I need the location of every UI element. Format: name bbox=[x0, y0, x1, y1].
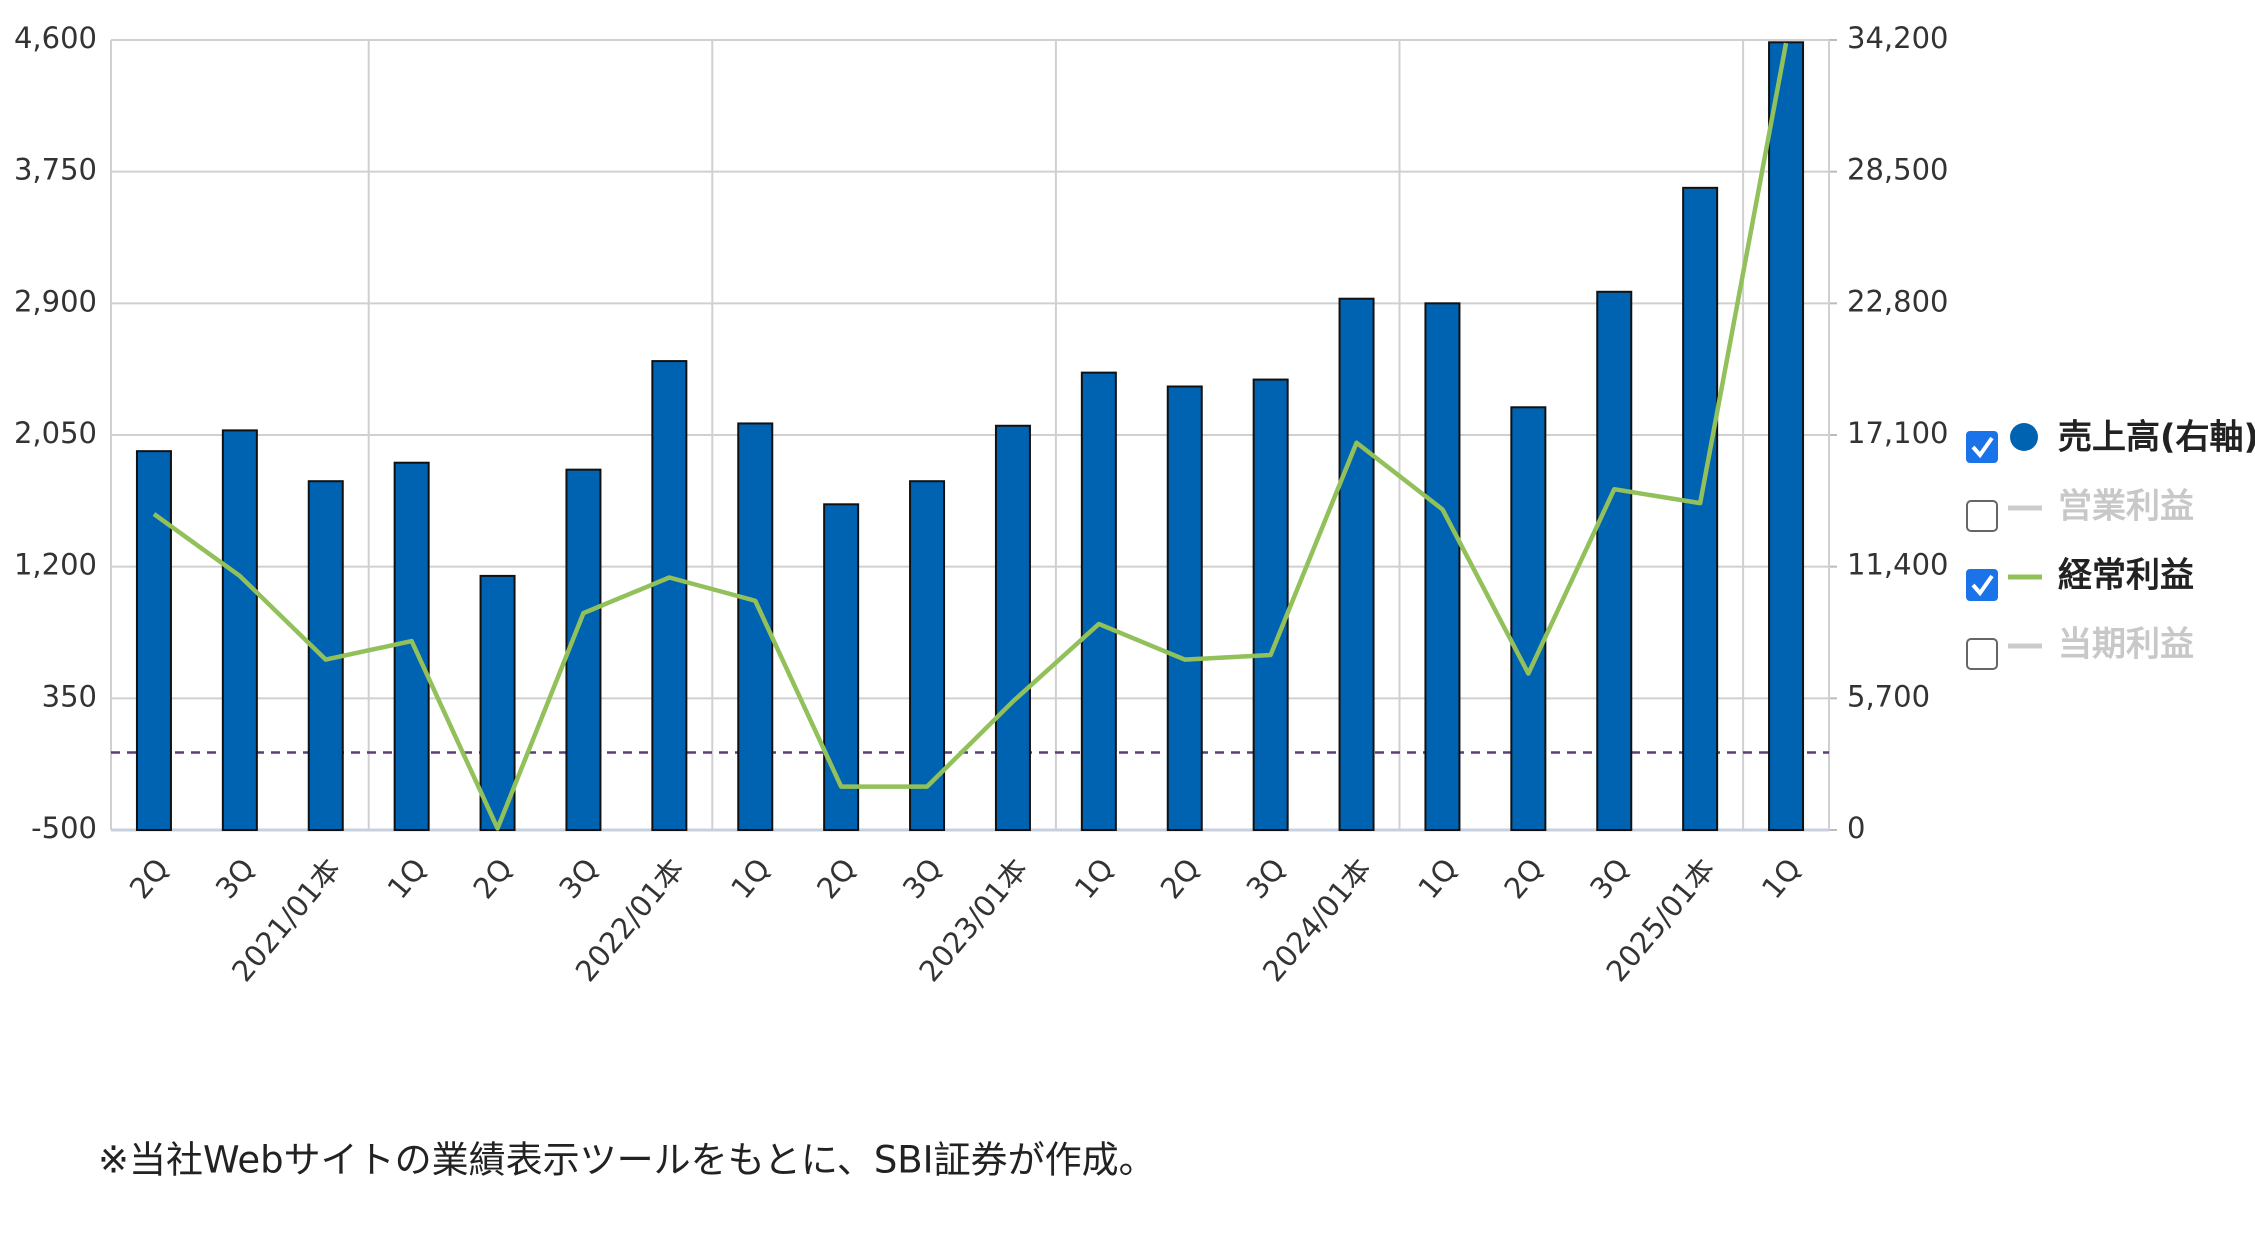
x-tick-label: 1Q bbox=[724, 852, 777, 905]
bar bbox=[1080, 371, 1117, 831]
bar bbox=[1596, 290, 1633, 831]
bar bbox=[1768, 41, 1805, 832]
legend-item[interactable]: 当期利益 bbox=[1966, 625, 2194, 670]
bar bbox=[1510, 406, 1547, 831]
bar bbox=[135, 450, 172, 831]
x-tick-label: 1Q bbox=[1411, 852, 1464, 905]
checkbox-checked bbox=[1966, 569, 1998, 601]
bar bbox=[565, 468, 602, 831]
x-tick-label: 1Q bbox=[381, 852, 434, 905]
bar bbox=[909, 480, 946, 831]
checkbox-checked bbox=[1966, 431, 1998, 463]
y-tick-label: 4,600 bbox=[14, 21, 97, 55]
x-tick-label: 2Q bbox=[1497, 852, 1550, 905]
x-tick-label: 2Q bbox=[810, 852, 863, 905]
y-tick-label: 350 bbox=[42, 679, 97, 713]
y-tick-label: 1,200 bbox=[14, 548, 97, 582]
legend-item[interactable]: 売上高(右軸) bbox=[1966, 418, 2255, 464]
y2-tick-label: 28,500 bbox=[1847, 153, 1948, 187]
x-tick-label: 2Q bbox=[1154, 852, 1207, 905]
x-tick-label: 2Q bbox=[123, 852, 176, 905]
legend-item[interactable]: 営業利益 bbox=[1966, 487, 2194, 532]
bar bbox=[221, 429, 258, 831]
y2-tick-label: 0 bbox=[1847, 811, 1865, 845]
y-tick-label: 2,900 bbox=[14, 284, 97, 318]
bar bbox=[1338, 297, 1375, 831]
checkbox bbox=[1966, 638, 1998, 670]
y2-tick-label: 34,200 bbox=[1847, 21, 1948, 55]
bar bbox=[1682, 186, 1719, 832]
footnote: ※当社Webサイトの業績表示ツールをもとに、SBI証券が作成。 bbox=[98, 1139, 1156, 1182]
x-tick-label: 3Q bbox=[896, 852, 949, 905]
bar bbox=[1252, 378, 1289, 831]
x-tick-label: 2Q bbox=[466, 852, 519, 905]
legend-label: 売上高(右軸) bbox=[2058, 418, 2255, 458]
y2-tick-label: 11,400 bbox=[1847, 548, 1948, 582]
x-tick-label: 3Q bbox=[552, 852, 605, 905]
y2-tick-label: 17,100 bbox=[1847, 416, 1948, 450]
legend-label: 営業利益 bbox=[2058, 487, 2194, 527]
x-tick-label: 1Q bbox=[1068, 852, 1121, 905]
y-tick-label: 2,050 bbox=[14, 416, 97, 450]
x-tick-label: 3Q bbox=[1583, 852, 1636, 905]
x-tick-label: 3Q bbox=[1240, 852, 1293, 905]
bar bbox=[823, 503, 860, 831]
checkbox bbox=[1966, 500, 1998, 532]
bar bbox=[479, 574, 516, 831]
x-tick-label: 3Q bbox=[209, 852, 262, 905]
y2-tick-label: 22,800 bbox=[1847, 284, 1948, 318]
y-tick-label: 3,750 bbox=[14, 153, 97, 187]
legend-item[interactable]: 経常利益 bbox=[1966, 556, 2194, 602]
bar bbox=[651, 360, 688, 831]
legend-label: 当期利益 bbox=[2058, 625, 2194, 665]
line bbox=[152, 42, 1789, 831]
y-tick-label: -500 bbox=[31, 811, 97, 845]
checkmark bbox=[1971, 436, 1994, 459]
bar bbox=[1166, 385, 1203, 831]
legend-icon bbox=[2010, 423, 2038, 451]
x-tick-label: 1Q bbox=[1755, 852, 1808, 905]
checkmark bbox=[1971, 574, 1994, 597]
y2-tick-label: 5,700 bbox=[1847, 679, 1930, 713]
bar bbox=[1424, 302, 1461, 832]
bar bbox=[994, 424, 1031, 831]
legend-label: 経常利益 bbox=[2058, 556, 2194, 596]
